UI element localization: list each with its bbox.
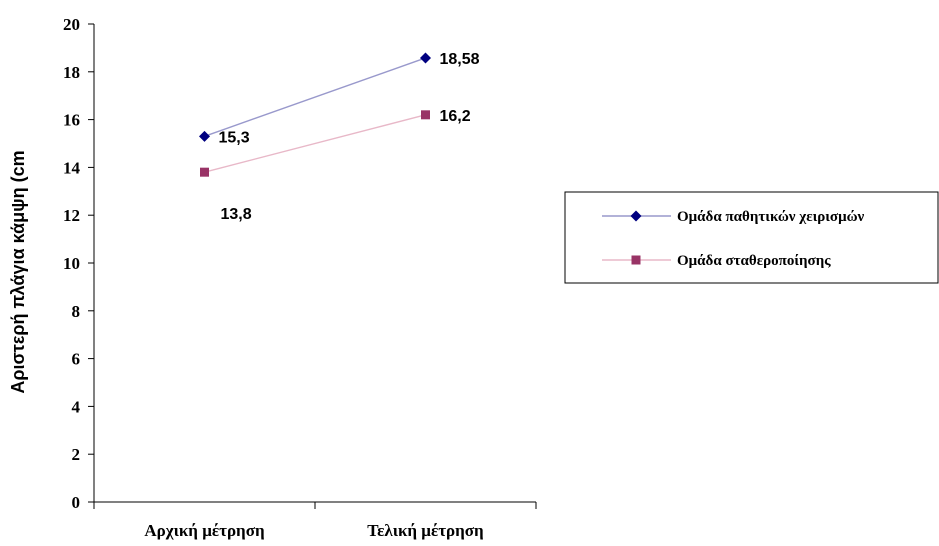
data-label: 18,58 [440,51,480,68]
y-tick-label: 20 [63,15,80,34]
series-1-marker [199,130,210,142]
data-label: 13,8 [221,206,252,223]
legend-marker [631,255,641,265]
y-tick-label: 10 [63,254,80,273]
series-line-2 [204,114,426,173]
y-tick-label: 16 [63,111,80,130]
y-tick-label: 18 [63,63,80,82]
x-axis: Αρχική μέτρηση Τελική μέτρηση [93,501,537,540]
y-tick-label: 8 [72,302,81,321]
legend-entry: Ομάδα παθητικών χειρισμών [677,209,865,225]
y-axis-title: Αριστερή πλάγια κάμψη (cm [8,150,28,393]
y-axis: 0 2 4 6 8 10 12 14 16 18 20 [63,15,95,512]
y-tick-label: 4 [72,397,81,416]
data-label: 15,3 [219,129,250,146]
data-labels: 15,3 18,58 13,8 16,2 [219,51,480,223]
y-tick-label: 2 [72,445,81,464]
legend-box [564,191,939,284]
series-layer [199,52,431,177]
legend-entry: Ομάδα σταθεροποίησης [677,253,831,269]
series-1-marker [420,52,431,64]
y-tick-label: 6 [72,350,81,369]
x-category-label: Τελική μέτρηση [367,521,483,540]
data-label: 16,2 [440,108,471,125]
y-tick-label: 14 [63,158,81,177]
legend: Ομάδα παθητικών χειρισμών Ομάδα σταθεροπο… [564,191,939,284]
x-category-label: Αρχική μέτρηση [144,521,264,540]
y-tick-label: 0 [72,493,81,512]
y-tick-label: 12 [63,206,80,225]
series-2-marker [200,167,209,177]
series-2-marker [421,110,430,120]
series-line-1 [204,57,426,137]
legend-marker [630,210,642,222]
